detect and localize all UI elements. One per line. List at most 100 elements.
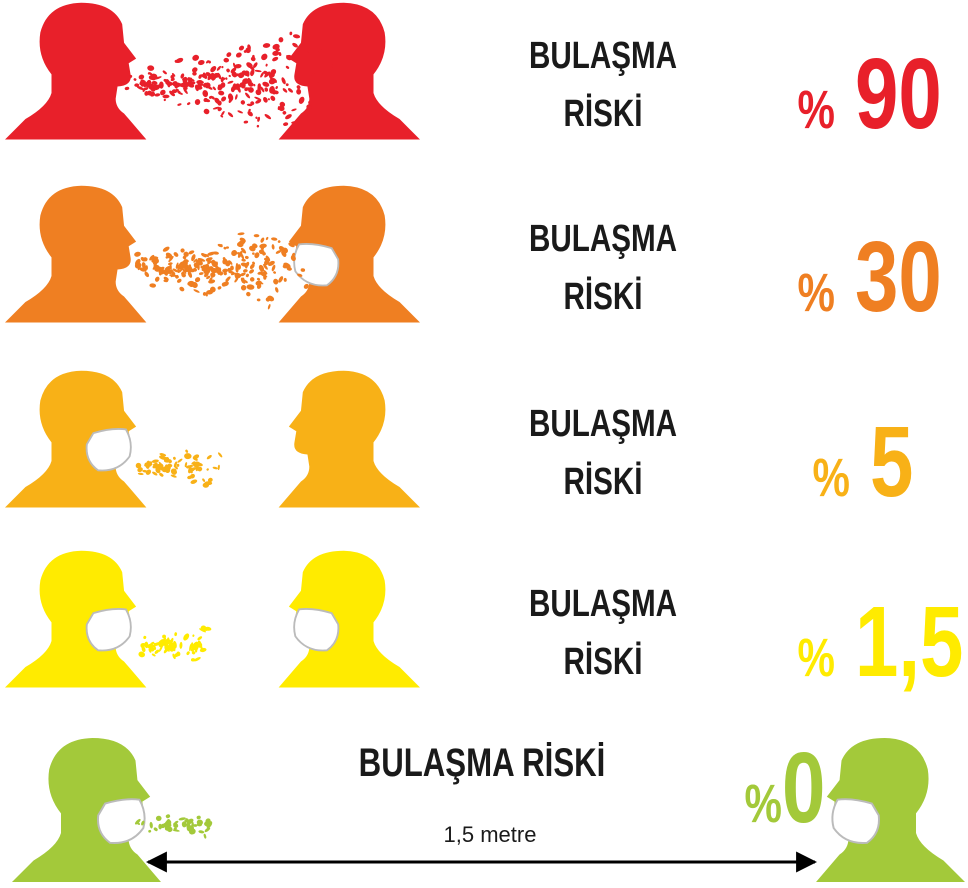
droplet — [265, 237, 268, 241]
droplet — [247, 86, 255, 94]
droplet — [202, 478, 206, 483]
droplet — [277, 240, 281, 244]
percent-sign: % — [798, 628, 835, 688]
droplet — [225, 51, 232, 58]
droplet — [227, 80, 234, 84]
percent-sign: % — [798, 263, 835, 323]
droplet — [193, 289, 200, 294]
droplet — [162, 246, 170, 253]
head — [279, 186, 420, 323]
droplet — [177, 103, 182, 107]
droplet — [206, 468, 209, 471]
risk-label-line1: BULAŞMA — [529, 583, 677, 625]
droplet — [173, 251, 180, 258]
risk-label-line1: BULAŞMA — [529, 403, 677, 445]
droplet — [162, 95, 169, 99]
droplet — [296, 89, 301, 95]
risk-label-line2: RİSKİ — [563, 276, 642, 318]
droplet — [124, 86, 129, 90]
droplet — [242, 82, 244, 88]
droplet — [138, 472, 144, 475]
droplet — [217, 452, 223, 458]
droplet — [227, 111, 234, 118]
droplet — [212, 466, 218, 469]
droplet — [143, 636, 147, 640]
droplet — [296, 85, 301, 90]
droplet — [267, 304, 271, 310]
droplet — [287, 87, 294, 93]
droplet — [186, 651, 191, 656]
droplet — [264, 87, 269, 92]
droplet — [147, 65, 155, 71]
droplet — [243, 269, 248, 273]
droplet — [148, 830, 152, 833]
droplet — [259, 71, 264, 78]
droplet — [163, 98, 166, 101]
droplet — [221, 66, 224, 69]
droplet — [274, 287, 279, 293]
droplet — [263, 43, 271, 49]
droplet — [185, 449, 189, 453]
droplet — [281, 77, 287, 85]
droplet — [149, 822, 153, 829]
droplet — [278, 37, 283, 43]
risk-label-line1: BULAŞMA — [529, 218, 677, 260]
mask — [87, 609, 131, 651]
droplet — [238, 45, 245, 52]
risk-label: BULAŞMA RİSKİ — [359, 740, 606, 785]
droplet — [289, 32, 292, 36]
droplet — [268, 77, 277, 86]
droplet — [262, 96, 269, 103]
droplet — [245, 256, 249, 260]
droplet — [248, 268, 255, 274]
droplet — [192, 634, 195, 637]
droplet — [209, 65, 217, 73]
droplet — [260, 52, 269, 61]
droplet — [267, 98, 270, 101]
mask — [294, 609, 338, 651]
droplet — [162, 70, 167, 75]
head — [816, 738, 965, 882]
droplet — [235, 94, 239, 100]
droplet — [254, 234, 260, 237]
droplet — [176, 464, 179, 467]
droplet — [165, 814, 171, 819]
head-silhouette — [279, 3, 420, 140]
droplet — [149, 283, 156, 288]
droplet — [244, 92, 251, 99]
droplet — [245, 273, 249, 278]
droplet — [256, 277, 260, 281]
risk-value: 5 — [870, 407, 913, 519]
droplet — [180, 248, 185, 253]
droplet — [283, 278, 287, 282]
droplet — [257, 298, 261, 301]
head — [5, 3, 146, 140]
head — [279, 371, 420, 508]
droplet — [208, 279, 216, 284]
risk-value: 1,5 — [855, 587, 963, 699]
droplet — [154, 276, 160, 283]
risk-value: 0 — [782, 733, 825, 845]
percent-sign: % — [745, 774, 782, 834]
droplet — [262, 81, 270, 88]
droplet — [199, 272, 204, 276]
droplet — [282, 87, 288, 93]
droplet — [176, 278, 182, 284]
distance-label: 1,5 metre — [444, 822, 537, 847]
mask — [294, 244, 338, 286]
droplet — [282, 110, 287, 115]
droplet — [156, 815, 162, 821]
droplet — [134, 251, 142, 257]
droplet — [197, 635, 203, 640]
droplet — [173, 456, 177, 460]
droplet — [245, 291, 251, 297]
droplet — [275, 86, 278, 90]
droplet — [152, 459, 160, 463]
droplet — [273, 271, 277, 274]
droplet — [133, 78, 137, 82]
droplet — [191, 54, 200, 62]
droplet — [259, 243, 267, 249]
droplet — [252, 252, 255, 254]
infographic: BULAŞMARİSKİ%90BULAŞMARİSKİ%30BULAŞMARİS… — [0, 0, 968, 888]
droplet — [254, 70, 261, 73]
